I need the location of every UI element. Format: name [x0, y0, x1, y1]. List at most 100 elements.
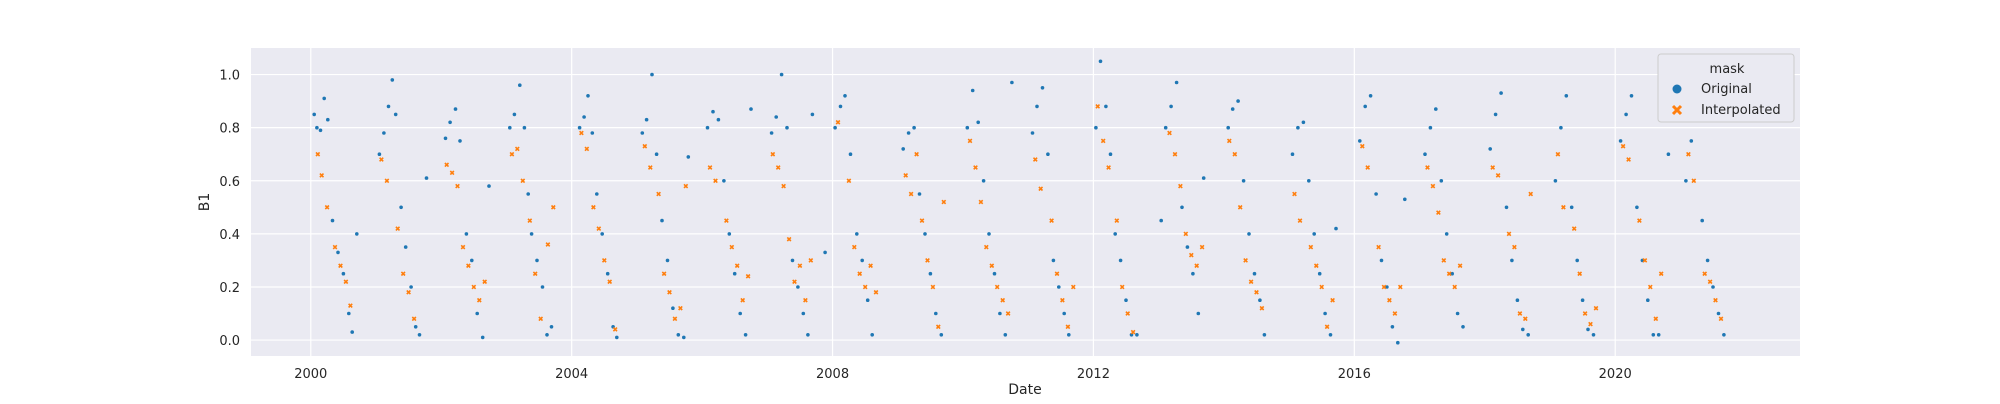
point-interpolated	[395, 226, 401, 231]
point-original	[665, 258, 670, 263]
point-interpolated	[868, 263, 873, 269]
point-interpolated	[978, 199, 984, 205]
y-tick-label: 0.6	[219, 175, 240, 190]
point-original	[1046, 152, 1050, 156]
point-original	[912, 125, 916, 130]
point-original	[1390, 325, 1395, 329]
point-original	[535, 258, 539, 263]
point-interpolated	[520, 178, 526, 184]
point-interpolated	[1172, 151, 1178, 157]
point-interpolated	[1495, 173, 1501, 178]
point-interpolated	[1436, 210, 1441, 215]
point-interpolated	[724, 218, 729, 223]
point-interpolated	[1387, 297, 1392, 303]
point-original	[582, 115, 586, 119]
point-original	[518, 83, 522, 87]
point-original	[785, 125, 789, 130]
point-original	[1559, 125, 1563, 130]
legend-box	[1657, 53, 1795, 123]
point-interpolated	[1647, 284, 1653, 290]
point-original	[1163, 125, 1168, 130]
point-interpolated	[1593, 305, 1599, 311]
point-interpolated	[661, 271, 667, 277]
point-original	[1334, 226, 1338, 231]
point-interpolated	[873, 289, 879, 295]
point-interpolated	[509, 151, 515, 157]
point-interpolated	[1259, 305, 1265, 311]
point-original	[347, 311, 351, 316]
point-original	[1196, 311, 1201, 316]
point-original	[1169, 104, 1173, 109]
point-original	[1564, 94, 1569, 98]
y-tick-label: 1.0	[219, 69, 240, 84]
point-original	[1504, 205, 1509, 210]
point-interpolated	[601, 258, 607, 263]
point-original	[1396, 340, 1400, 345]
point-interpolated	[338, 263, 343, 269]
point-original	[1057, 285, 1061, 289]
point-original	[1307, 179, 1311, 183]
point-interpolated	[1707, 279, 1713, 285]
x-tick-label: 2008	[816, 367, 849, 382]
point-interpolated	[1000, 297, 1006, 303]
point-interpolated	[1637, 218, 1642, 223]
point-interpolated	[1452, 284, 1458, 290]
point-original	[540, 285, 545, 289]
point-original	[1262, 333, 1267, 337]
point-original	[992, 271, 997, 276]
point-original	[1035, 104, 1039, 109]
point-interpolated	[1308, 244, 1314, 250]
point-original	[377, 152, 382, 156]
point-original	[341, 271, 346, 276]
point-interpolated	[914, 151, 919, 157]
point-original	[413, 325, 418, 329]
point-original	[312, 112, 317, 117]
point-interpolated	[1446, 271, 1452, 277]
point-interpolated	[1049, 218, 1054, 223]
y-tick-label: 0.4	[219, 228, 240, 243]
point-interpolated	[1713, 297, 1718, 303]
point-original	[1629, 94, 1634, 98]
point-interpolated	[1095, 104, 1101, 109]
point-original	[1368, 94, 1373, 98]
point-interpolated	[862, 284, 868, 290]
point-interpolated	[1319, 284, 1325, 290]
point-original	[1711, 285, 1715, 289]
point-original	[1067, 333, 1071, 337]
point-interpolated	[1620, 143, 1626, 149]
point-interpolated	[903, 173, 909, 178]
point-original	[322, 96, 327, 101]
point-original	[732, 271, 737, 276]
point-original	[650, 72, 654, 77]
point-original	[1252, 271, 1257, 276]
point-interpolated	[1457, 263, 1463, 269]
point-original	[1104, 104, 1108, 109]
point-interpolated	[1441, 258, 1447, 263]
legend-label-interpolated: Interpolated	[1701, 103, 1781, 118]
point-original	[453, 107, 458, 111]
point-original	[1656, 333, 1661, 337]
point-original	[727, 232, 732, 236]
point-interpolated	[1060, 297, 1065, 303]
point-original	[1493, 112, 1498, 117]
point-original	[1515, 298, 1520, 303]
point-original	[1363, 104, 1367, 109]
point-interpolated	[1065, 324, 1071, 330]
point-interpolated	[667, 289, 672, 295]
point-original	[965, 125, 970, 130]
point-interpolated	[1528, 191, 1534, 197]
point-interpolated	[1188, 252, 1194, 258]
point-interpolated	[1561, 204, 1566, 210]
y-axis-label: B1	[197, 193, 213, 212]
point-original	[475, 311, 480, 316]
point-original	[843, 94, 847, 98]
point-original	[1040, 86, 1045, 90]
point-original	[512, 112, 517, 117]
point-original	[545, 333, 549, 337]
point-original	[654, 152, 659, 156]
point-original	[970, 88, 975, 93]
point-original	[1290, 152, 1295, 156]
point-original	[480, 335, 485, 340]
point-original	[749, 107, 753, 111]
point-original	[1241, 179, 1246, 183]
